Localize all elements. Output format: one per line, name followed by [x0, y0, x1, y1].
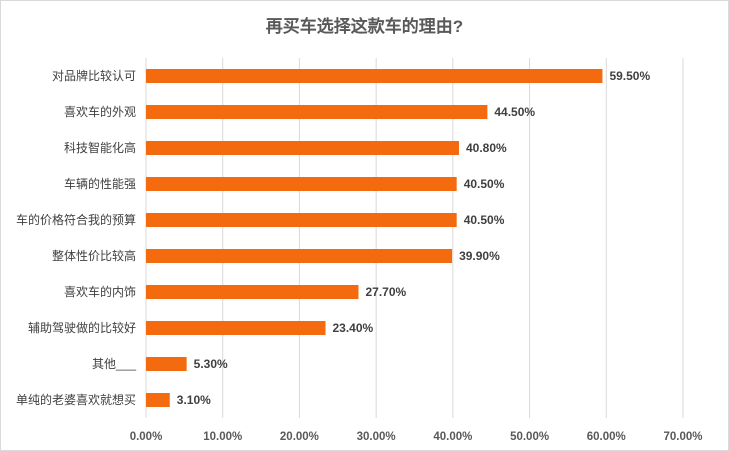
- category-label: 喜欢车的外观: [64, 104, 136, 119]
- bar: [146, 105, 488, 119]
- bar: [146, 213, 457, 227]
- x-tick-label: 0.00%: [130, 431, 163, 443]
- bar: [146, 69, 603, 83]
- x-tick-label: 30.00%: [357, 431, 396, 443]
- category-label: 单纯的老婆喜欢就想买: [16, 392, 136, 407]
- category-label: 辅助驾驶做的比较好: [28, 320, 136, 335]
- bar: [146, 285, 359, 299]
- data-label: 39.90%: [459, 249, 500, 263]
- bar: [146, 177, 457, 191]
- category-label: 对品牌比较认可: [52, 68, 136, 83]
- x-tick-label: 20.00%: [280, 431, 319, 443]
- data-label: 40.80%: [466, 141, 507, 155]
- data-label: 40.50%: [464, 213, 505, 227]
- category-label: 车辆的性能强: [64, 176, 136, 191]
- data-label: 3.10%: [177, 393, 211, 407]
- data-label: 44.50%: [494, 105, 535, 119]
- chart-title: 再买车选择这款车的理由?: [265, 17, 464, 36]
- x-tick-label: 70.00%: [663, 431, 702, 443]
- x-tick-label: 10.00%: [203, 431, 242, 443]
- data-label: 59.50%: [609, 69, 650, 83]
- bar: [146, 249, 453, 263]
- bar: [146, 141, 459, 155]
- category-label: 喜欢车的内饰: [64, 284, 136, 299]
- data-label: 27.70%: [365, 285, 406, 299]
- x-tick-label: 60.00%: [587, 431, 626, 443]
- category-label: 整体性价比较高: [52, 248, 136, 263]
- data-label: 23.40%: [333, 321, 374, 335]
- bar: [146, 321, 326, 335]
- data-label: 5.30%: [194, 357, 228, 371]
- x-tick-label: 40.00%: [433, 431, 472, 443]
- data-label: 40.50%: [464, 177, 505, 191]
- bar: [146, 357, 187, 371]
- x-tick-label: 50.00%: [510, 431, 549, 443]
- category-label: 其他___: [92, 357, 136, 371]
- category-label: 科技智能化高: [64, 140, 136, 155]
- category-label: 车的价格符合我的预算: [16, 212, 136, 227]
- bar: [146, 393, 170, 407]
